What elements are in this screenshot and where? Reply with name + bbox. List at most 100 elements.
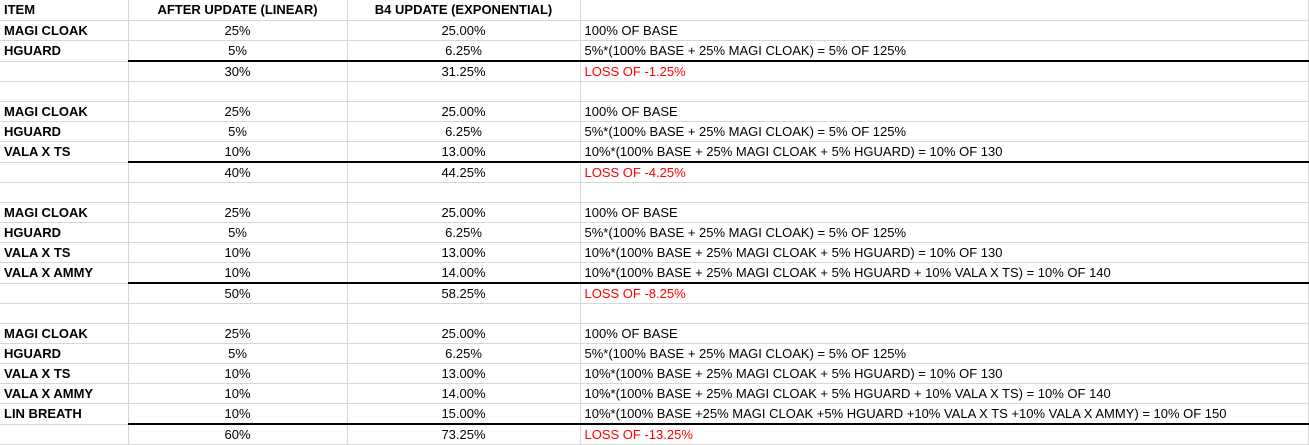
cell-linear-value[interactable]: 10% bbox=[128, 242, 348, 263]
cell-linear-value[interactable]: 10% bbox=[128, 262, 348, 284]
cell-exponential-value[interactable]: 6.25% bbox=[347, 222, 581, 243]
cell-loss-note[interactable]: LOSS OF -4.25% bbox=[580, 162, 1309, 183]
cell-loss-note[interactable]: LOSS OF -8.25% bbox=[580, 283, 1309, 304]
cell-blank[interactable] bbox=[0, 303, 129, 324]
cell-formula-note[interactable]: 10%*(100% BASE +25% MAGI CLOAK +5% HGUAR… bbox=[580, 403, 1309, 425]
cell-formula-note[interactable]: 10%*(100% BASE + 25% MAGI CLOAK + 5% HGU… bbox=[580, 383, 1309, 404]
blank-row bbox=[0, 303, 1309, 324]
cell-formula-note[interactable]: 5%*(100% BASE + 25% MAGI CLOAK) = 5% OF … bbox=[580, 222, 1309, 243]
item-row: LIN BREATH 10% 15.00% 10%*(100% BASE +25… bbox=[0, 403, 1309, 425]
cell-linear-value[interactable]: 25% bbox=[128, 323, 348, 344]
cell-exponential-value[interactable]: 25.00% bbox=[347, 101, 581, 122]
cell-item-name[interactable]: VALA X TS bbox=[0, 141, 129, 163]
item-row: HGUARD 5% 6.25% 5%*(100% BASE + 25% MAGI… bbox=[0, 222, 1309, 243]
cell-linear-value[interactable]: 10% bbox=[128, 141, 348, 163]
cell-item-name[interactable]: HGUARD bbox=[0, 40, 129, 62]
cell-formula-note[interactable]: 10%*(100% BASE + 25% MAGI CLOAK + 5% HGU… bbox=[580, 262, 1309, 284]
cell-formula-note[interactable]: 100% OF BASE bbox=[580, 101, 1309, 122]
cell-formula-note[interactable]: 10%*(100% BASE + 25% MAGI CLOAK + 5% HGU… bbox=[580, 242, 1309, 263]
cell-item-name[interactable]: HGUARD bbox=[0, 121, 129, 142]
cell-linear-total[interactable]: 40% bbox=[128, 162, 348, 183]
cell-exponential-value[interactable]: 6.25% bbox=[347, 121, 581, 142]
cell-exponential-total[interactable]: 44.25% bbox=[347, 162, 581, 183]
cell-item-name[interactable]: MAGI CLOAK bbox=[0, 323, 129, 344]
header-cell-b4-update-exponential[interactable]: B4 UPDATE (EXPONENTIAL) bbox=[347, 0, 581, 21]
cell-formula-note[interactable]: 5%*(100% BASE + 25% MAGI CLOAK) = 5% OF … bbox=[580, 343, 1309, 364]
cell-item-name[interactable]: MAGI CLOAK bbox=[0, 101, 129, 122]
total-row: 40% 44.25% LOSS OF -4.25% bbox=[0, 162, 1309, 183]
cell-linear-total[interactable]: 50% bbox=[128, 283, 348, 304]
cell-exponential-total[interactable]: 31.25% bbox=[347, 61, 581, 82]
cell-item-name[interactable]: MAGI CLOAK bbox=[0, 202, 129, 223]
cell-blank[interactable] bbox=[128, 81, 348, 102]
cell-linear-value[interactable]: 25% bbox=[128, 202, 348, 223]
cell-exponential-value[interactable]: 6.25% bbox=[347, 343, 581, 364]
cell-item-name[interactable]: VALA X AMMY bbox=[0, 262, 129, 284]
cell-exponential-value[interactable]: 14.00% bbox=[347, 262, 581, 284]
blank-row bbox=[0, 81, 1309, 102]
cell-item-name[interactable]: LIN BREATH bbox=[0, 403, 129, 425]
cell-exponential-value[interactable]: 25.00% bbox=[347, 20, 581, 41]
cell-exponential-value[interactable]: 13.00% bbox=[347, 141, 581, 163]
cell-linear-value[interactable]: 5% bbox=[128, 121, 348, 142]
header-cell-after-update-linear[interactable]: AFTER UPDATE (LINEAR) bbox=[128, 0, 348, 21]
cell-exponential-total[interactable]: 58.25% bbox=[347, 283, 581, 304]
cell-linear-total[interactable]: 60% bbox=[128, 424, 348, 445]
item-row: VALA X TS 10% 13.00% 10%*(100% BASE + 25… bbox=[0, 363, 1309, 384]
cell-linear-total[interactable]: 30% bbox=[128, 61, 348, 82]
cell-linear-value[interactable]: 10% bbox=[128, 363, 348, 384]
cell-exponential-total[interactable]: 73.25% bbox=[347, 424, 581, 445]
cell-blank[interactable] bbox=[128, 303, 348, 324]
cell-item-name[interactable] bbox=[0, 283, 129, 304]
cell-exponential-value[interactable]: 13.00% bbox=[347, 363, 581, 384]
item-row: VALA X TS 10% 13.00% 10%*(100% BASE + 25… bbox=[0, 242, 1309, 263]
cell-blank[interactable] bbox=[128, 182, 348, 203]
header-cell-item[interactable]: ITEM bbox=[0, 0, 129, 21]
cell-exponential-value[interactable]: 14.00% bbox=[347, 383, 581, 404]
cell-linear-value[interactable]: 5% bbox=[128, 40, 348, 62]
cell-blank[interactable] bbox=[580, 303, 1309, 324]
cell-blank[interactable] bbox=[347, 303, 581, 324]
cell-formula-note[interactable]: 100% OF BASE bbox=[580, 202, 1309, 223]
cell-linear-value[interactable]: 25% bbox=[128, 101, 348, 122]
cell-blank[interactable] bbox=[347, 81, 581, 102]
cell-exponential-value[interactable]: 6.25% bbox=[347, 40, 581, 62]
cell-exponential-value[interactable]: 25.00% bbox=[347, 323, 581, 344]
cell-formula-note[interactable]: 100% OF BASE bbox=[580, 20, 1309, 41]
cell-linear-value[interactable]: 5% bbox=[128, 222, 348, 243]
cell-blank[interactable] bbox=[347, 182, 581, 203]
cell-item-name[interactable]: MAGI CLOAK bbox=[0, 20, 129, 41]
cell-formula-note[interactable]: 100% OF BASE bbox=[580, 323, 1309, 344]
item-row: HGUARD 5% 6.25% 5%*(100% BASE + 25% MAGI… bbox=[0, 121, 1309, 142]
cell-exponential-value[interactable]: 15.00% bbox=[347, 403, 581, 425]
cell-item-name[interactable]: VALA X TS bbox=[0, 363, 129, 384]
cell-formula-note[interactable]: 10%*(100% BASE + 25% MAGI CLOAK + 5% HGU… bbox=[580, 363, 1309, 384]
cell-linear-value[interactable]: 10% bbox=[128, 403, 348, 425]
item-row: VALA X TS 10% 13.00% 10%*(100% BASE + 25… bbox=[0, 141, 1309, 163]
cell-item-name[interactable]: HGUARD bbox=[0, 222, 129, 243]
cell-blank[interactable] bbox=[0, 81, 129, 102]
cell-formula-note[interactable]: 10%*(100% BASE + 25% MAGI CLOAK + 5% HGU… bbox=[580, 141, 1309, 163]
cell-loss-note[interactable]: LOSS OF -13.25% bbox=[580, 424, 1309, 445]
cell-blank[interactable] bbox=[580, 182, 1309, 203]
item-row: MAGI CLOAK 25% 25.00% 100% OF BASE bbox=[0, 101, 1309, 122]
total-row: 50% 58.25% LOSS OF -8.25% bbox=[0, 283, 1309, 304]
cell-item-name[interactable]: VALA X TS bbox=[0, 242, 129, 263]
cell-item-name[interactable] bbox=[0, 61, 129, 82]
cell-item-name[interactable]: HGUARD bbox=[0, 343, 129, 364]
cell-formula-note[interactable]: 5%*(100% BASE + 25% MAGI CLOAK) = 5% OF … bbox=[580, 40, 1309, 62]
header-cell-notes[interactable] bbox=[580, 0, 1309, 21]
cell-formula-note[interactable]: 5%*(100% BASE + 25% MAGI CLOAK) = 5% OF … bbox=[580, 121, 1309, 142]
cell-item-name[interactable]: VALA X AMMY bbox=[0, 383, 129, 404]
cell-loss-note[interactable]: LOSS OF -1.25% bbox=[580, 61, 1309, 82]
cell-linear-value[interactable]: 10% bbox=[128, 383, 348, 404]
cell-blank[interactable] bbox=[0, 182, 129, 203]
cell-exponential-value[interactable]: 25.00% bbox=[347, 202, 581, 223]
cell-item-name[interactable] bbox=[0, 162, 129, 183]
cell-linear-value[interactable]: 25% bbox=[128, 20, 348, 41]
cell-linear-value[interactable]: 5% bbox=[128, 343, 348, 364]
cell-exponential-value[interactable]: 13.00% bbox=[347, 242, 581, 263]
cell-blank[interactable] bbox=[580, 81, 1309, 102]
cell-item-name[interactable] bbox=[0, 424, 129, 445]
header-row: ITEM AFTER UPDATE (LINEAR) B4 UPDATE (EX… bbox=[0, 0, 1309, 21]
